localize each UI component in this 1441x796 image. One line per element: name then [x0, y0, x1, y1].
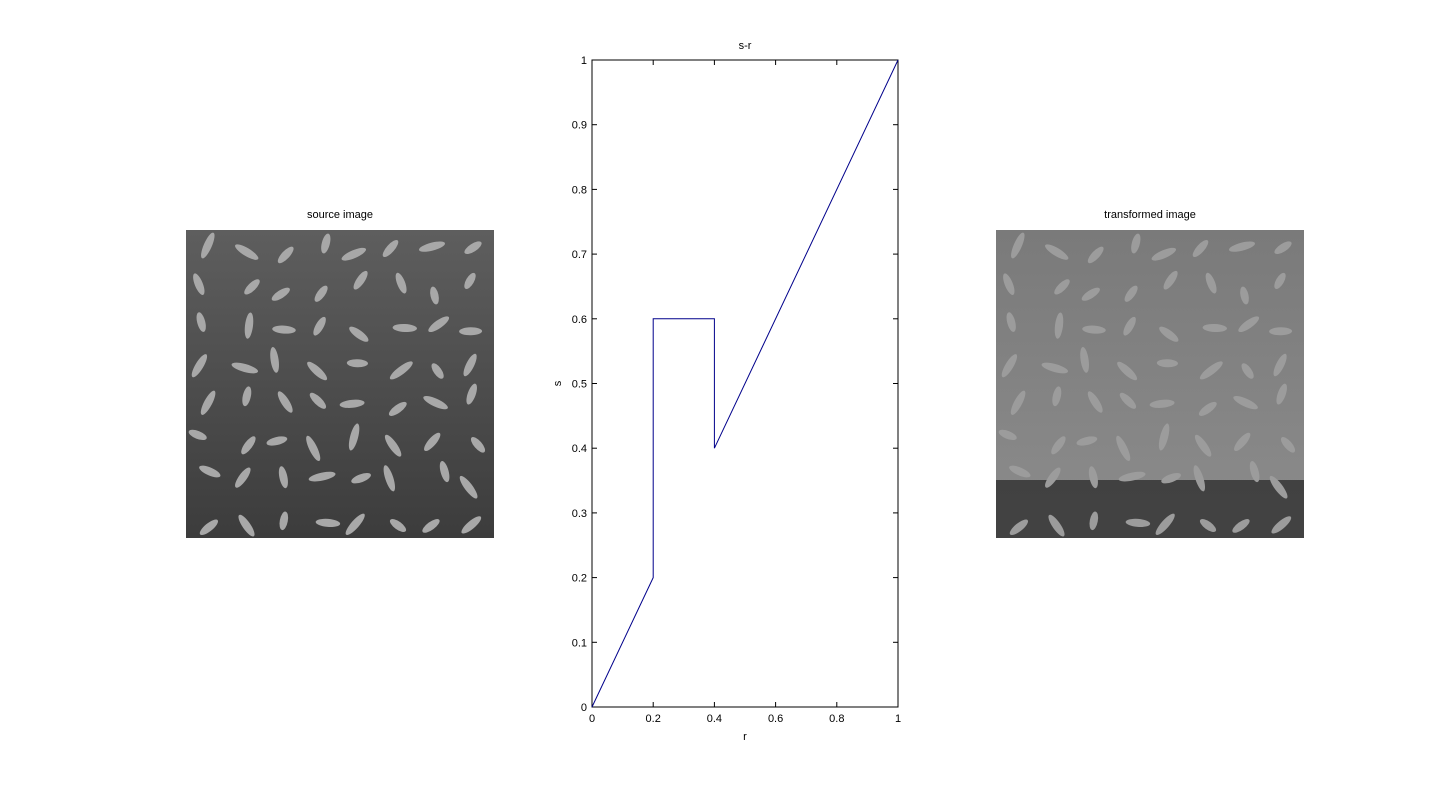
y-tick-label: 0.5 [572, 379, 587, 391]
source-image [186, 230, 494, 538]
y-tick-label: 0.6 [572, 314, 587, 326]
x-tick-label: 0.4 [707, 713, 722, 725]
transformed-image-title: transformed image [1104, 209, 1196, 221]
transformed-image [996, 230, 1304, 538]
y-tick-label: 0.9 [572, 120, 587, 132]
x-axis-label: r [743, 731, 747, 743]
source-image-title: source image [306, 209, 374, 221]
y-tick-label: 0.7 [572, 249, 587, 261]
y-tick-label: 0.1 [572, 637, 587, 649]
x-tick-label: 0.8 [829, 713, 844, 725]
y-tick-label: 0 [581, 702, 587, 714]
x-tick-label: 0.2 [646, 713, 661, 725]
y-tick-label: 0.4 [572, 443, 587, 455]
chart-title: s-r [739, 40, 752, 52]
y-tick-label: 0.2 [572, 573, 587, 585]
x-tick-label: 0 [589, 713, 595, 725]
series-line [591, 59, 899, 708]
x-tick-label: 0.6 [768, 713, 783, 725]
x-tick-label: 1 [895, 713, 901, 725]
y-tick-label: 0.8 [572, 184, 587, 196]
y-axis-label: s [552, 380, 564, 386]
y-tick-label: 1 [581, 55, 587, 67]
y-tick-label: 0.3 [572, 508, 587, 520]
